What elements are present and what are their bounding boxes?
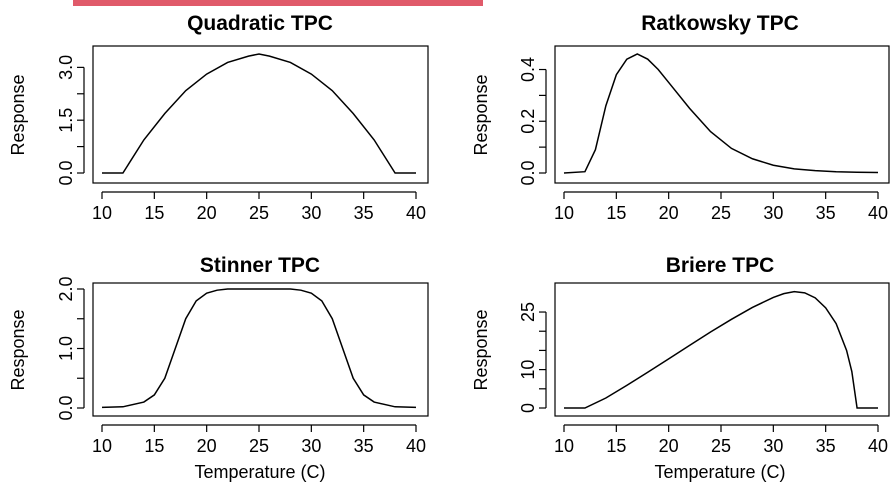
panel-stinner: Stinner TPC Response Temperature (C) 10 1… (8, 254, 429, 482)
x-tick-label: 15 (606, 203, 626, 223)
plot-area (554, 282, 890, 417)
chart-title: Quadratic TPC (187, 12, 333, 35)
series-line (564, 290, 878, 409)
panel-briere: Briere TPC Response Temperature (C) 10 15… (471, 254, 890, 482)
series-line (563, 53, 879, 174)
x-axis-label: Temperature (C) (194, 462, 325, 482)
chart-title: Briere TPC (666, 254, 775, 277)
x-tick-label: 25 (711, 203, 731, 223)
series-line (102, 53, 416, 174)
panel-quadratic: Quadratic TPC Response 10 15 20 25 30 35 40 0.0… (8, 12, 429, 223)
x-tick-label: 20 (659, 203, 679, 223)
x-tick-label: 35 (816, 436, 836, 456)
y-tick-label: 3.0 (56, 55, 76, 80)
x-tick-label: 25 (249, 436, 269, 456)
series-line (101, 288, 417, 409)
x-tick-label: 20 (197, 203, 217, 223)
y-tick-label: 1.0 (56, 336, 76, 361)
plot-area (92, 282, 429, 417)
y-tick-label: 1.5 (56, 108, 76, 133)
x-tick-label: 15 (144, 436, 164, 456)
y-tick-label: 0.2 (518, 109, 538, 134)
y-axis-label: Response (8, 309, 28, 390)
x-tick-label: 10 (92, 436, 112, 456)
x-tick-label: 40 (868, 436, 888, 456)
x-tick-label: 25 (249, 203, 269, 223)
x-tick-label: 30 (301, 203, 321, 223)
y-tick-label: 0.4 (518, 57, 538, 82)
y-tick-label: 0.0 (518, 160, 538, 185)
x-tick-label: 30 (763, 436, 783, 456)
x-tick-label: 10 (554, 203, 574, 223)
x-tick-label: 20 (197, 436, 217, 456)
y-tick-label: 2.0 (56, 276, 76, 301)
y-tick-label: 0.0 (56, 395, 76, 420)
x-tick-label: 25 (711, 436, 731, 456)
y-axis-label: Response (8, 74, 28, 155)
y-axis-label: Response (471, 74, 491, 155)
y-tick-label: 0 (518, 403, 538, 413)
x-tick-label: 10 (92, 203, 112, 223)
y-axis-label: Response (471, 309, 491, 390)
plot-area (92, 45, 429, 184)
x-tick-label: 10 (554, 436, 574, 456)
y-tick-label: 25 (518, 302, 538, 322)
y-tick-label: 10 (518, 360, 538, 380)
panel-ratkowsky: Ratkowsky TPC Response 10 15 20 25 30 35 40 0.0… (471, 12, 890, 223)
x-tick-label: 30 (301, 436, 321, 456)
y-tick-label: 0.0 (56, 160, 76, 185)
x-tick-label: 35 (354, 436, 374, 456)
plot-area (554, 45, 890, 184)
x-axis-label: Temperature (C) (654, 462, 785, 482)
x-tick-label: 40 (406, 203, 426, 223)
accent-bar (73, 0, 483, 6)
x-tick-label: 40 (868, 203, 888, 223)
x-tick-label: 15 (606, 436, 626, 456)
x-tick-label: 20 (659, 436, 679, 456)
chart-title: Stinner TPC (200, 254, 320, 277)
chart-title: Ratkowsky TPC (641, 12, 799, 35)
x-tick-label: 30 (763, 203, 783, 223)
x-tick-label: 40 (406, 436, 426, 456)
x-tick-label: 35 (816, 203, 836, 223)
x-tick-label: 15 (144, 203, 164, 223)
x-tick-label: 35 (354, 203, 374, 223)
